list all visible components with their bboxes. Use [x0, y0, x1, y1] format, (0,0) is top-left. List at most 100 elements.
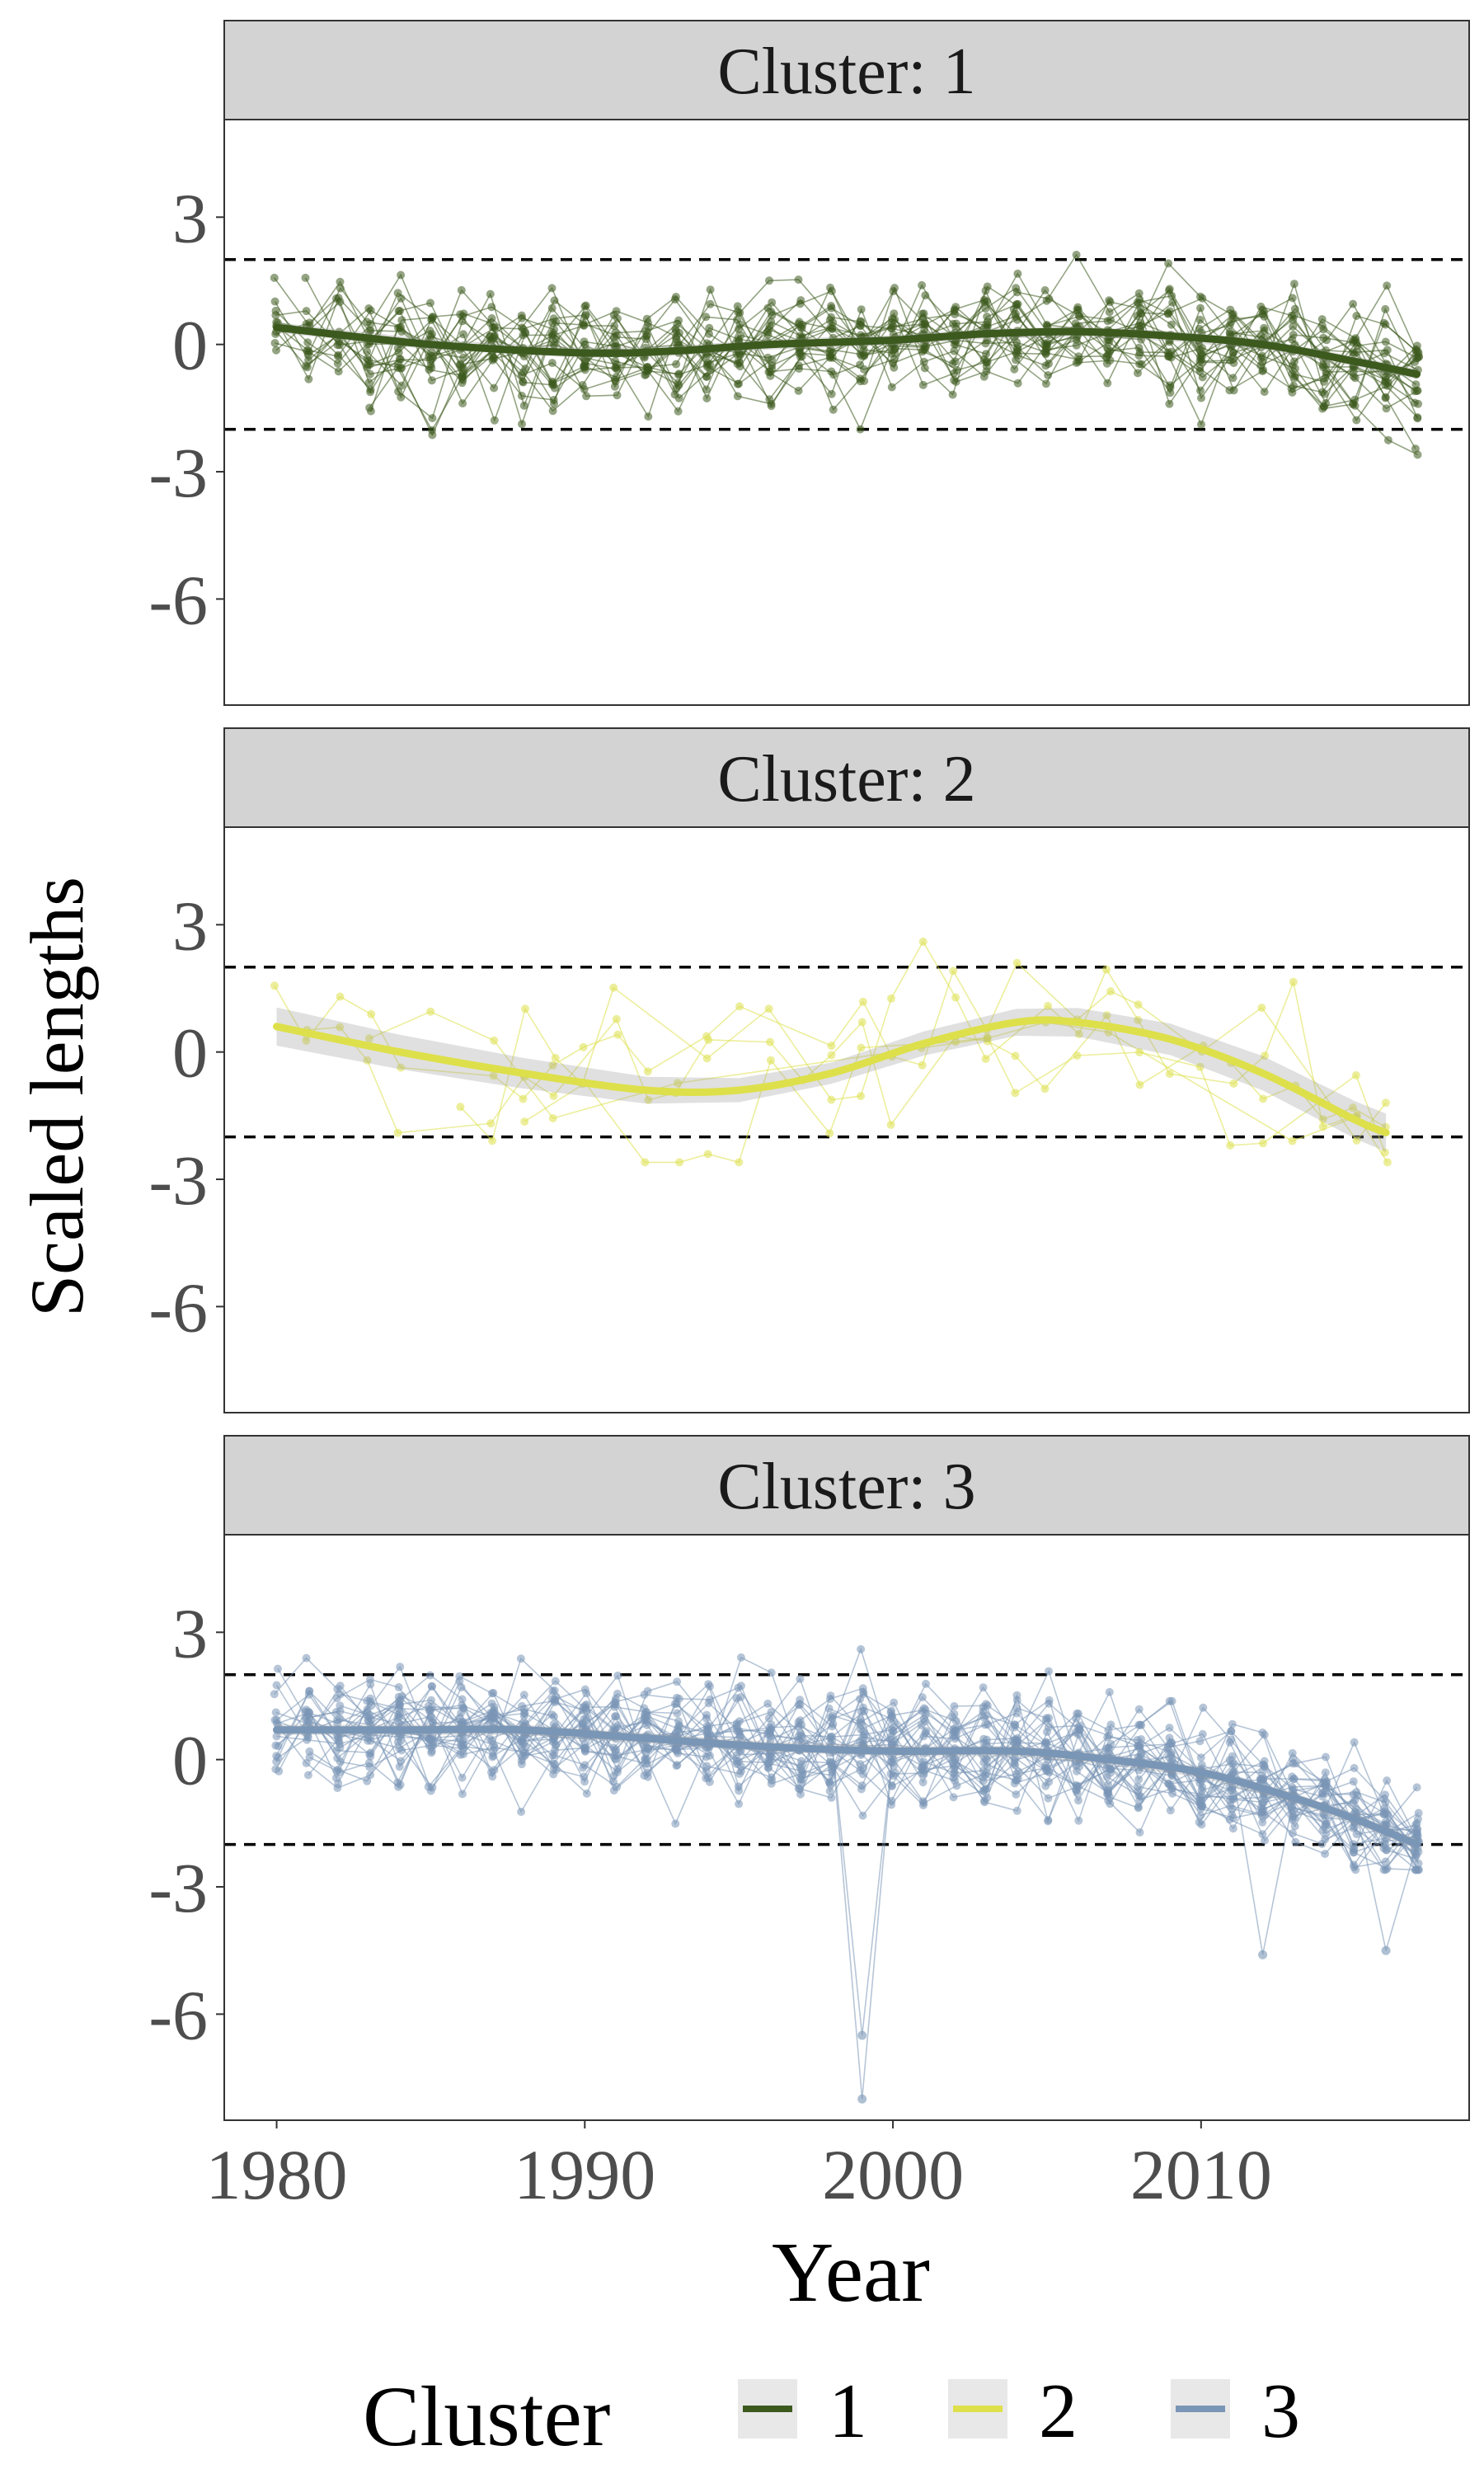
data-point	[551, 1760, 559, 1769]
data-point	[426, 1007, 435, 1016]
data-point	[397, 1757, 406, 1766]
data-point	[1134, 1775, 1144, 1784]
y-tick-label: -6	[148, 560, 208, 639]
data-point	[1350, 1764, 1359, 1772]
panel-title: Cluster: 1	[717, 35, 975, 108]
data-point	[1289, 1759, 1298, 1768]
data-point	[550, 1712, 558, 1721]
data-point	[427, 1748, 436, 1757]
data-point	[1349, 372, 1358, 381]
data-point	[950, 1702, 959, 1710]
data-point	[612, 1745, 621, 1754]
data-point	[489, 1071, 498, 1080]
data-point	[1381, 1865, 1390, 1874]
data-point	[1350, 395, 1360, 404]
panel-title: Cluster: 2	[717, 743, 975, 816]
data-point	[1321, 1813, 1330, 1823]
data-point	[673, 1709, 682, 1718]
x-tick-label: 2000	[822, 2135, 964, 2214]
data-point	[1352, 1136, 1361, 1145]
data-point	[705, 323, 714, 332]
data-point	[333, 359, 342, 368]
data-point	[826, 1691, 835, 1700]
data-point	[829, 405, 838, 414]
data-point	[551, 1677, 560, 1686]
legend-title: Cluster	[363, 2369, 610, 2464]
data-point	[1040, 339, 1050, 348]
data-point	[519, 378, 528, 387]
data-point	[949, 967, 958, 976]
data-point	[1105, 308, 1114, 317]
data-point	[302, 307, 311, 316]
data-point	[364, 1034, 373, 1043]
data-point	[671, 1819, 680, 1828]
y-tick-label: 3	[172, 886, 208, 965]
y-tick-label: -6	[148, 1268, 208, 1347]
data-point	[1350, 1863, 1359, 1872]
data-point	[1105, 1687, 1114, 1696]
data-point	[1413, 450, 1422, 459]
data-point	[549, 1092, 558, 1100]
data-point	[580, 302, 589, 311]
data-point	[519, 1691, 528, 1700]
data-point	[425, 1705, 434, 1714]
data-point	[302, 1653, 311, 1663]
data-point	[984, 1720, 992, 1729]
data-point	[732, 1757, 741, 1766]
data-point	[950, 346, 959, 355]
data-point	[459, 353, 467, 362]
data-point	[763, 327, 772, 336]
data-point	[920, 1717, 929, 1726]
data-point	[1103, 344, 1112, 353]
data-point	[983, 1793, 992, 1802]
data-point	[981, 1711, 990, 1720]
y-tick-label: 0	[172, 1721, 208, 1800]
data-point	[763, 1763, 773, 1772]
data-point	[920, 364, 929, 373]
data-point	[1134, 1720, 1144, 1729]
data-point	[1040, 1739, 1050, 1748]
data-point	[1011, 1753, 1020, 1762]
data-point	[918, 314, 928, 323]
data-point	[1349, 1848, 1358, 1857]
data-point	[1075, 312, 1084, 321]
data-point	[887, 324, 896, 333]
data-point	[856, 425, 865, 434]
data-point	[490, 323, 499, 332]
data-point	[1196, 303, 1205, 313]
data-point	[305, 1708, 314, 1717]
data-point	[1011, 1089, 1020, 1098]
data-point	[918, 1061, 927, 1070]
series-line	[275, 1691, 1416, 1871]
data-point	[797, 352, 806, 361]
x-tick-label: 2010	[1130, 2135, 1272, 2214]
data-point	[305, 1752, 314, 1761]
data-point	[1322, 1782, 1331, 1791]
data-point	[1322, 336, 1331, 345]
data-point	[1289, 322, 1298, 331]
data-point	[979, 1734, 989, 1743]
data-point	[1167, 291, 1176, 300]
data-point	[641, 335, 650, 344]
trend-line	[273, 323, 1421, 379]
data-point	[334, 1779, 343, 1788]
data-layer	[270, 937, 1392, 1167]
data-point	[979, 355, 989, 364]
y-tick-label: 3	[172, 178, 208, 257]
data-point	[767, 1779, 776, 1788]
data-point	[704, 1036, 713, 1044]
data-point	[1165, 1724, 1174, 1733]
data-point	[827, 1042, 836, 1051]
data-point	[1349, 1790, 1358, 1799]
series-line	[275, 287, 1418, 410]
data-point	[1134, 1015, 1143, 1024]
data-point	[825, 1786, 834, 1795]
data-point	[1289, 280, 1298, 289]
data-point	[827, 367, 836, 376]
data-point	[1195, 315, 1205, 324]
data-point	[982, 362, 991, 371]
data-point	[336, 1023, 345, 1032]
data-point	[1012, 338, 1021, 347]
data-point	[1013, 379, 1022, 388]
